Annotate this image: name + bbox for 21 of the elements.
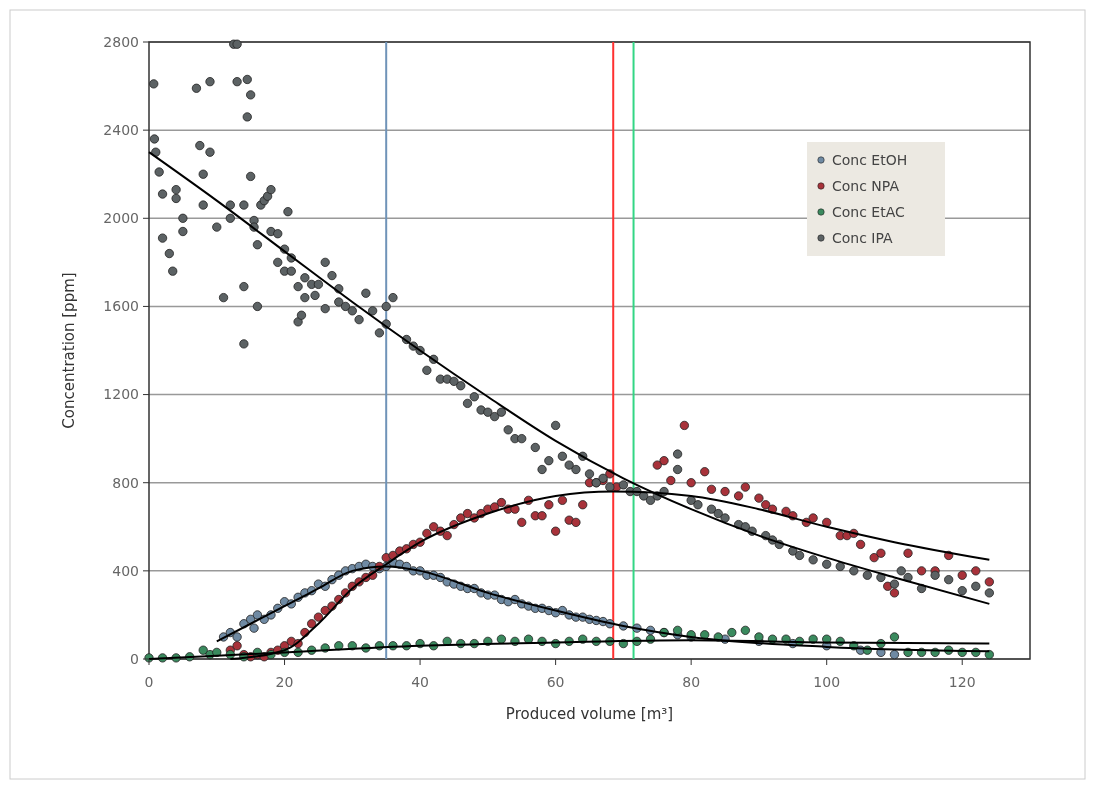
y-tick-label: 1600 — [103, 298, 139, 315]
y-tick-label: 800 — [112, 474, 139, 491]
x-tick-label: 60 — [546, 674, 565, 690]
x-tick-label: 120 — [948, 674, 976, 690]
x-axis-title: Produced volume [m³] — [505, 705, 674, 723]
legend-label: Conc NPA — [832, 177, 900, 194]
y-tick-label: 400 — [112, 562, 139, 579]
legend-label: Conc EtOH — [832, 151, 908, 168]
y-tick-label: 0 — [130, 650, 139, 667]
x-tick-label: 80 — [682, 674, 701, 690]
x-tick-label: 40 — [411, 674, 429, 690]
y-tick-label: 2400 — [103, 122, 139, 139]
legend-label: Conc EtAC — [832, 203, 906, 220]
y-tick-label: 2000 — [103, 210, 139, 227]
y-tick-label: 1200 — [103, 386, 139, 403]
legend-label: Conc IPA — [832, 229, 894, 246]
x-tick-label: 0 — [144, 674, 154, 690]
y-axis-title: Concentration [ppm] — [60, 272, 78, 429]
y-tick-label: 2800 — [103, 33, 139, 50]
x-tick-label: 100 — [813, 674, 841, 690]
x-tick-label: 20 — [275, 674, 294, 690]
